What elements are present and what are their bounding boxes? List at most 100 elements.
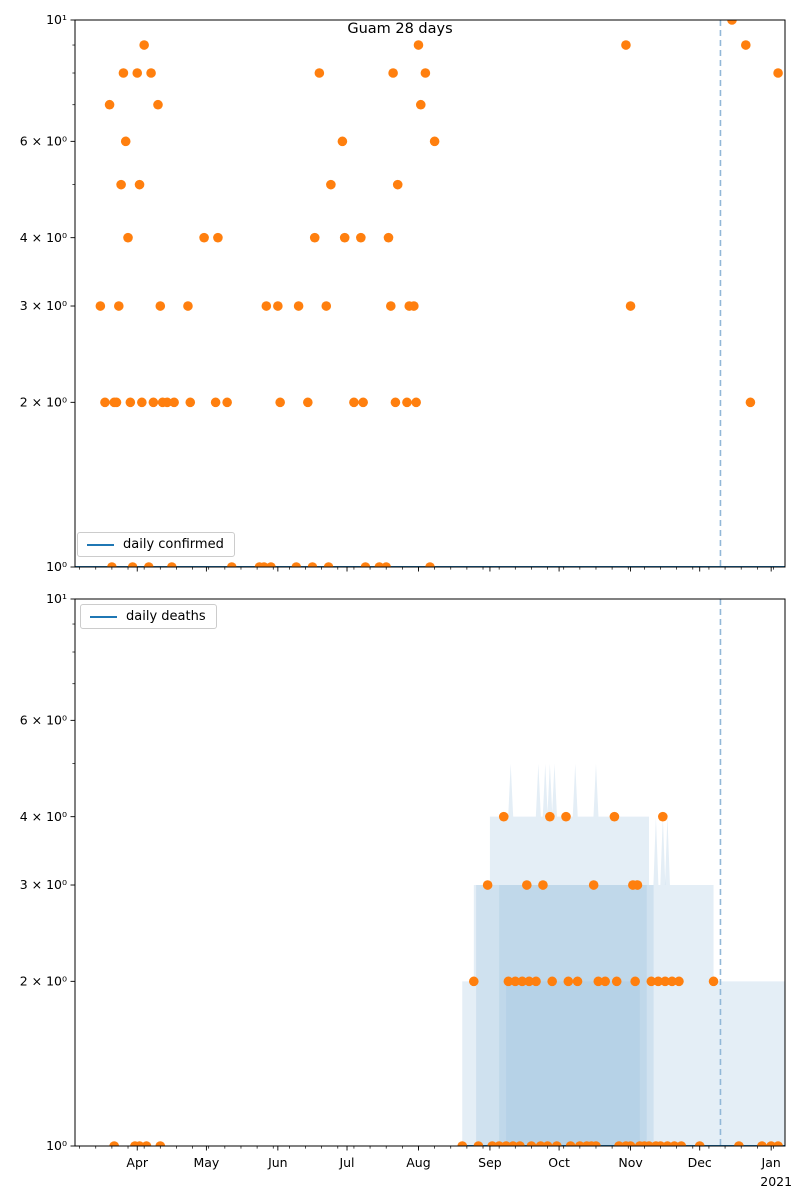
data-point <box>293 301 304 311</box>
data-point <box>727 20 737 25</box>
data-point <box>213 232 223 243</box>
data-point <box>383 232 394 243</box>
data-point <box>526 1141 537 1146</box>
data-point <box>773 1141 783 1146</box>
y-tick-label: 4 × 10⁰ <box>20 809 67 824</box>
y-tick-label: 6 × 10⁰ <box>20 713 67 728</box>
data-point <box>563 976 574 987</box>
data-point <box>531 976 541 987</box>
uncertainty-band <box>506 981 640 1146</box>
data-point <box>134 179 145 190</box>
data-point <box>155 301 166 311</box>
data-point <box>123 232 133 243</box>
data-point <box>632 880 643 890</box>
data-point <box>107 562 117 567</box>
data-point <box>591 1141 601 1146</box>
data-point <box>674 976 684 987</box>
uncertainty-spike <box>542 763 548 817</box>
data-point <box>388 68 398 78</box>
x-tick-label: Sep <box>478 1155 502 1170</box>
data-point <box>143 562 154 567</box>
data-point <box>621 40 631 50</box>
axes-spines <box>74 598 786 1147</box>
data-point <box>381 562 391 567</box>
x-tick-label: Oct <box>548 1155 570 1170</box>
data-point <box>127 562 138 567</box>
data-point <box>773 68 783 78</box>
data-point <box>630 976 640 987</box>
data-point <box>588 880 599 890</box>
data-point <box>593 976 604 987</box>
data-point <box>415 99 426 110</box>
data-point <box>162 397 173 408</box>
y-tick-label: 3 × 10⁰ <box>20 877 67 892</box>
data-point <box>153 99 163 110</box>
data-point <box>303 397 313 408</box>
y-tick-label: 6 × 10⁰ <box>20 134 67 149</box>
y-tick-label: 4 × 10⁰ <box>20 230 67 245</box>
data-point <box>113 301 124 311</box>
data-point <box>745 397 756 408</box>
data-point <box>625 301 636 311</box>
data-point <box>609 811 620 822</box>
data-point <box>116 179 126 190</box>
data-point <box>356 232 366 243</box>
data-point <box>572 976 583 987</box>
uncertainty-spike <box>551 763 557 817</box>
axes-spines <box>74 19 786 568</box>
data-point <box>694 1141 705 1146</box>
data-point <box>222 397 232 408</box>
data-point <box>275 397 285 408</box>
y-tick-label: 10¹ <box>46 591 67 606</box>
data-point <box>261 301 272 311</box>
data-point <box>100 397 110 408</box>
data-point <box>660 976 670 987</box>
data-point <box>611 976 622 987</box>
legend-daily-confirmed: daily confirmed <box>77 532 235 557</box>
data-point <box>210 397 221 408</box>
uncertainty-spike <box>660 816 666 886</box>
x-tick-label: Dec <box>688 1155 712 1170</box>
uncertainty-spike <box>664 816 670 886</box>
data-point <box>565 1141 576 1146</box>
data-point <box>326 179 336 190</box>
data-point <box>517 976 528 987</box>
uncertainty-spike <box>572 763 578 817</box>
data-point <box>524 976 534 987</box>
x-tick-label: Jan <box>761 1155 781 1170</box>
data-point <box>561 811 571 822</box>
data-point <box>600 976 610 987</box>
data-point <box>109 1141 119 1146</box>
data-point <box>309 232 320 243</box>
uncertainty-band <box>499 885 647 1146</box>
data-point <box>510 976 521 987</box>
data-point <box>734 1141 744 1146</box>
x-tick-label: Jul <box>338 1155 354 1170</box>
data-point <box>468 976 479 987</box>
y-tick-label: 3 × 10⁰ <box>20 298 67 313</box>
x-tick-label: May <box>193 1155 219 1170</box>
data-point <box>498 811 509 822</box>
data-point <box>551 1141 562 1146</box>
data-point <box>658 811 668 822</box>
uncertainty-band <box>462 816 785 1146</box>
data-point <box>155 1141 166 1146</box>
legend-daily-deaths: daily deaths <box>80 604 217 629</box>
legend-line-sample <box>90 615 117 618</box>
data-point <box>104 99 115 110</box>
data-point <box>273 301 283 311</box>
x-tick-label: Nov <box>618 1155 643 1170</box>
data-point <box>199 232 209 243</box>
data-point <box>314 68 325 78</box>
data-point <box>226 562 237 567</box>
plot-area <box>109 763 785 1146</box>
data-point <box>307 562 318 567</box>
legend-label: daily deaths <box>126 609 206 624</box>
y-tick-label: 10¹ <box>46 12 67 27</box>
data-point <box>473 1141 484 1146</box>
plot-area <box>75 20 785 567</box>
data-point <box>167 562 177 567</box>
uncertainty-spike <box>508 763 514 817</box>
